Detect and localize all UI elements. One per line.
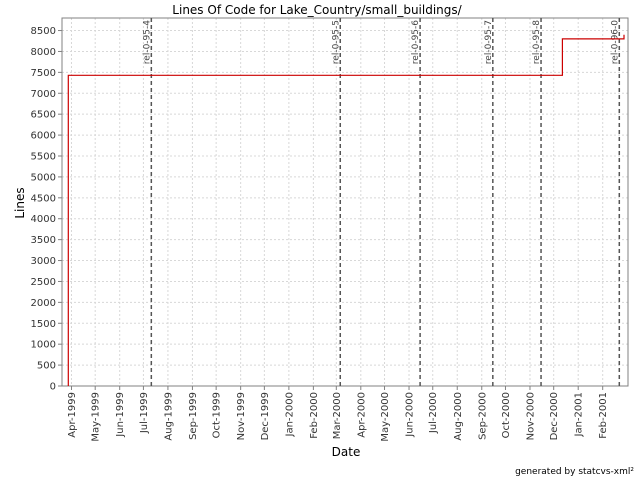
release-marker-label: rel-0-95-7 bbox=[484, 20, 494, 64]
x-tick-label: Jun-2000 bbox=[405, 392, 416, 438]
x-tick-label: May-2000 bbox=[380, 392, 391, 442]
y-tick-label: 3000 bbox=[31, 256, 56, 267]
y-tick-label: 5000 bbox=[31, 172, 56, 183]
x-tick-label: Nov-1999 bbox=[236, 392, 247, 440]
y-tick-label: 2000 bbox=[31, 298, 56, 309]
x-tick-label: Mar-2000 bbox=[332, 392, 343, 439]
x-tick-label: Dec-1999 bbox=[260, 392, 271, 440]
generator-credit: generated by statcvs-xml² bbox=[515, 467, 634, 477]
y-tick-label: 5500 bbox=[31, 152, 56, 163]
y-axis-title: Lines bbox=[13, 187, 27, 218]
x-axis-title: Date bbox=[332, 445, 361, 459]
x-tick-label: Aug-1999 bbox=[163, 392, 174, 441]
x-axis-ticks: Apr-1999 May-1999 Jun-1999 Jul-1999 Aug-1999… bbox=[67, 386, 609, 442]
y-tick-label: 1000 bbox=[31, 340, 56, 351]
y-tick-label: 6500 bbox=[31, 110, 56, 121]
x-tick-label: Feb-2001 bbox=[598, 392, 609, 439]
x-tick-label: Oct-1999 bbox=[212, 392, 223, 438]
release-marker-label: rel-0-95-4 bbox=[142, 20, 152, 64]
series-line bbox=[67, 34, 625, 386]
x-tick-label: Apr-1999 bbox=[67, 392, 78, 438]
y-tick-label: 4000 bbox=[31, 214, 56, 225]
release-marker-label: rel-0-95-8 bbox=[532, 20, 542, 64]
y-tick-label: 3500 bbox=[31, 235, 56, 246]
x-tick-label: Sep-2000 bbox=[477, 392, 488, 440]
y-axis-ticks: 0 500 1000 1500 2000 2500 3000 3500 4000 4500 5000… bbox=[31, 26, 62, 393]
chart-title: Lines Of Code for Lake_Country/small_bui… bbox=[172, 3, 462, 17]
release-marker-label: rel-0-96-0 bbox=[610, 20, 620, 64]
release-marker-label: rel-0-95-6 bbox=[411, 20, 421, 64]
x-tick-label: May-1999 bbox=[91, 392, 102, 442]
x-tick-label: Jan-2000 bbox=[284, 392, 295, 437]
x-tick-label: Dec-2000 bbox=[549, 392, 560, 440]
y-tick-label: 6000 bbox=[31, 131, 56, 142]
x-tick-label: Sep-1999 bbox=[188, 392, 199, 440]
x-tick-label: Jul-1999 bbox=[139, 392, 150, 434]
y-tick-label: 1500 bbox=[31, 319, 56, 330]
gridlines bbox=[62, 18, 628, 387]
y-tick-label: 500 bbox=[37, 361, 56, 372]
x-tick-label: Aug-2000 bbox=[453, 392, 464, 441]
y-tick-label: 4500 bbox=[31, 193, 56, 204]
x-tick-label: Jan-2001 bbox=[574, 392, 585, 437]
y-tick-label: 7500 bbox=[31, 68, 56, 79]
y-tick-label: 0 bbox=[50, 382, 56, 393]
y-tick-label: 8000 bbox=[31, 47, 56, 58]
x-tick-label: Jul-2000 bbox=[428, 392, 439, 434]
series-layer bbox=[67, 34, 625, 386]
y-tick-label: 8500 bbox=[31, 26, 56, 37]
x-tick-label: Feb-2000 bbox=[309, 392, 320, 439]
x-tick-label: Oct-2000 bbox=[501, 392, 512, 438]
x-tick-label: Nov-2000 bbox=[525, 392, 536, 440]
x-tick-label: Jun-1999 bbox=[115, 392, 126, 438]
release-markers: rel-0-95-4 rel-0-95-5 rel-0-95-6 rel-0-95-7… bbox=[142, 18, 620, 386]
plot-area bbox=[61, 17, 629, 387]
y-tick-label: 2500 bbox=[31, 277, 56, 288]
y-tick-label: 7000 bbox=[31, 89, 56, 100]
x-tick-label: Apr-2000 bbox=[356, 392, 367, 438]
release-marker-label: rel-0-95-5 bbox=[331, 20, 341, 64]
